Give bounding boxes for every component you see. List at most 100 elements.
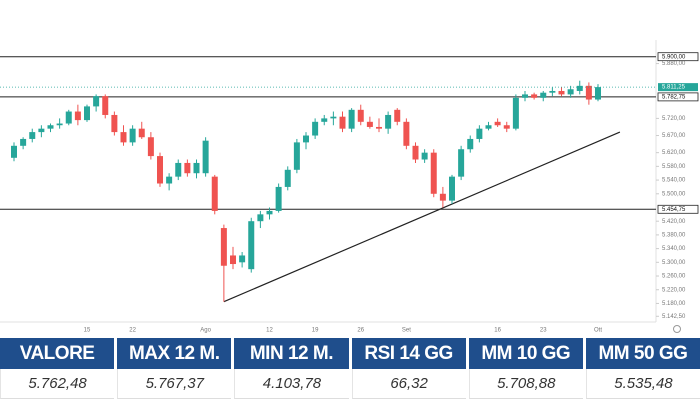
table-value: 66,32 bbox=[351, 369, 466, 399]
x-tick-label: 19 bbox=[312, 328, 319, 334]
candle-body bbox=[421, 152, 428, 160]
y-tick-label: 5.142,50 bbox=[662, 314, 686, 320]
candle-body bbox=[284, 169, 291, 187]
table-column: MAX 12 M. 5.767,37 bbox=[117, 338, 232, 400]
candle-body bbox=[111, 114, 118, 133]
candle-body bbox=[84, 106, 90, 121]
candle-body bbox=[266, 210, 273, 215]
y-tick-label: 5.720,00 bbox=[662, 116, 686, 122]
y-tick-label: 5.220,00 bbox=[662, 287, 686, 293]
candle-body bbox=[11, 145, 17, 158]
candle-body bbox=[403, 121, 410, 146]
candle-body bbox=[239, 255, 246, 263]
candle-body bbox=[503, 125, 510, 129]
candle-body bbox=[184, 162, 191, 174]
candle-body bbox=[467, 138, 474, 150]
table-value: 5.535,48 bbox=[585, 369, 700, 399]
candle-body bbox=[531, 94, 538, 98]
table-column: MM 10 GG 5.708,88 bbox=[468, 338, 583, 400]
trendline bbox=[223, 131, 621, 303]
candle-body bbox=[275, 186, 282, 211]
candle-body bbox=[230, 255, 236, 265]
y-tick-label: 5.380,00 bbox=[662, 232, 686, 238]
y-tick-label: 5.420,00 bbox=[662, 219, 686, 225]
level-label-box bbox=[657, 52, 699, 62]
candle-body bbox=[102, 96, 109, 115]
candle-body bbox=[567, 89, 574, 95]
level-label-box bbox=[657, 204, 699, 214]
candle-body bbox=[439, 193, 446, 201]
settings-icon[interactable] bbox=[673, 325, 681, 333]
y-tick-label: 5.300,00 bbox=[662, 260, 686, 266]
table-value: 5.767,37 bbox=[117, 369, 232, 399]
candle-body bbox=[549, 90, 556, 93]
last-price-box bbox=[658, 83, 698, 92]
table-value: 4.103,78 bbox=[234, 369, 349, 399]
x-tick-label: Ago bbox=[200, 328, 211, 334]
y-tick-label: 5.260,00 bbox=[662, 274, 686, 280]
candle-body bbox=[339, 116, 346, 129]
candle-body bbox=[585, 85, 592, 100]
candle-body bbox=[512, 97, 519, 129]
level-label: 5.782,75 bbox=[662, 94, 686, 100]
level-label-box bbox=[657, 92, 699, 102]
last-price-label: 5.811,25 bbox=[662, 85, 686, 91]
candle-body bbox=[166, 176, 173, 184]
table-header: RSI 14 GG bbox=[351, 338, 466, 369]
candle-body bbox=[257, 214, 264, 222]
candle-body bbox=[458, 149, 465, 177]
candle-body bbox=[65, 111, 72, 124]
candle-body bbox=[211, 176, 218, 211]
candle-body bbox=[303, 135, 309, 143]
candle-body bbox=[485, 125, 492, 129]
table-column: VALORE 5.762,48 bbox=[0, 338, 115, 400]
candle-body bbox=[558, 90, 565, 95]
y-tick-label: 5.670,00 bbox=[662, 133, 686, 139]
candle-body bbox=[376, 126, 382, 129]
candle-body bbox=[93, 96, 100, 107]
candle-body bbox=[321, 118, 328, 122]
x-tick-label: 26 bbox=[357, 328, 364, 334]
candle-body bbox=[312, 121, 319, 136]
y-tick-label: 5.500,00 bbox=[662, 191, 686, 197]
candle-body bbox=[394, 109, 401, 122]
candle-body bbox=[412, 145, 419, 160]
candle-body bbox=[330, 116, 337, 119]
candle-body bbox=[348, 109, 355, 129]
candle-body bbox=[449, 176, 455, 201]
x-tick-label: 16 bbox=[494, 328, 501, 334]
candle-body bbox=[366, 121, 373, 127]
candle-body bbox=[38, 128, 45, 133]
candle-body bbox=[147, 137, 154, 157]
stats-table: VALORE 5.762,48 MAX 12 M. 5.767,37 MIN 12 M.… bbox=[0, 338, 700, 400]
candle-body bbox=[193, 162, 200, 174]
table-column: RSI 14 GG 66,32 bbox=[351, 338, 466, 400]
table-header: VALORE bbox=[0, 338, 115, 369]
candle-body bbox=[20, 138, 27, 146]
candle-body bbox=[595, 87, 601, 100]
table-value: 5.708,88 bbox=[468, 369, 583, 399]
candle-body bbox=[293, 142, 300, 170]
candle-body bbox=[74, 111, 81, 121]
table-value: 5.762,48 bbox=[0, 369, 115, 399]
candle-body bbox=[29, 132, 36, 139]
x-tick-label: 23 bbox=[540, 328, 547, 334]
table-header: MIN 12 M. bbox=[234, 338, 349, 369]
y-tick-label: 5.180,00 bbox=[662, 301, 686, 307]
candle-body bbox=[540, 92, 547, 98]
table-header: MAX 12 M. bbox=[117, 338, 232, 369]
candle-body bbox=[522, 94, 528, 98]
table-header: MM 50 GG bbox=[585, 338, 700, 369]
candle-body bbox=[576, 85, 583, 91]
y-tick-label: 5.880,00 bbox=[662, 61, 686, 67]
x-tick-label: Set bbox=[402, 328, 411, 334]
candle-body bbox=[202, 140, 209, 174]
candle-body bbox=[385, 114, 392, 129]
chart: 5.880,00 5.720,00 5.670,00 5.620,00 5.580,00… bbox=[0, 40, 699, 334]
candle-body bbox=[494, 121, 501, 126]
candle-body bbox=[175, 162, 182, 177]
candle-body bbox=[430, 152, 437, 194]
y-tick-label: 5.340,00 bbox=[662, 246, 686, 252]
candle-body bbox=[357, 109, 364, 122]
candle-body bbox=[129, 128, 136, 143]
